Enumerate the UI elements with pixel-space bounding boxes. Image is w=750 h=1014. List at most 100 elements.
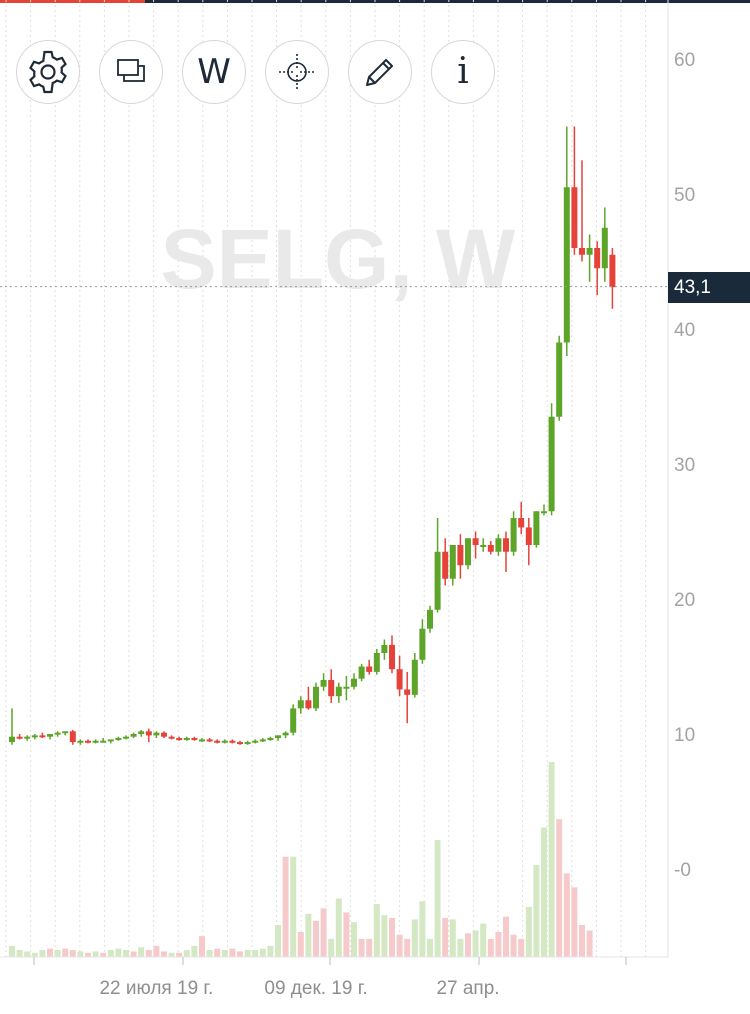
candle-body	[138, 731, 145, 734]
volume-bar	[442, 918, 449, 957]
volume-bar	[305, 913, 312, 957]
candle-body	[244, 742, 251, 745]
volume-bar	[571, 887, 578, 957]
time-axis: 22 июля 19 г. 09 дек. 19 г. 27 апр.	[33, 957, 627, 999]
volume-bar	[130, 951, 137, 957]
layers-icon	[117, 59, 145, 82]
candle-body	[16, 736, 23, 739]
candle-body	[373, 653, 380, 672]
volume-bar	[290, 856, 297, 957]
candle-body	[176, 738, 183, 741]
volume-bar	[556, 819, 563, 957]
volume-bar	[123, 950, 129, 957]
candle-body	[495, 538, 502, 552]
volume-bar	[427, 938, 433, 957]
volume-bar	[495, 931, 502, 957]
y-tick-label: 60	[674, 50, 695, 71]
candle-body	[609, 254, 616, 288]
candle-body	[275, 735, 281, 739]
volume-bar	[69, 950, 76, 957]
volume-bar	[237, 951, 243, 957]
volume-bar	[221, 950, 228, 957]
gear-icon	[29, 50, 67, 94]
x-tick-label: 09 дек. 19 г.	[264, 978, 367, 999]
candle-body	[465, 538, 471, 566]
candle-body	[343, 686, 350, 689]
candle-body	[586, 248, 593, 255]
volume-bar	[214, 948, 221, 957]
volume-bar	[107, 950, 114, 957]
info-button[interactable]: i	[431, 40, 495, 104]
candle-body	[563, 187, 570, 343]
candle-body	[85, 740, 91, 743]
candle-body	[297, 700, 304, 709]
candle-body	[39, 735, 46, 738]
volume-bar	[548, 762, 555, 957]
chart-watermark: SELG, W	[161, 212, 516, 306]
volume-bar	[373, 904, 380, 957]
candle-body	[525, 527, 532, 545]
volume-bar	[320, 908, 327, 957]
candle-body	[594, 248, 601, 269]
candle-body	[579, 248, 585, 255]
volume-bar	[328, 938, 335, 957]
candle-body	[183, 738, 190, 741]
candle-body	[472, 538, 479, 545]
candle-body	[54, 732, 61, 735]
candle-body	[237, 742, 243, 745]
crosshair-button[interactable]	[265, 40, 329, 104]
candle-body	[427, 609, 433, 629]
candle-body	[214, 740, 221, 743]
candle-body	[510, 518, 517, 552]
volume-bar	[77, 951, 84, 957]
volume-bar	[579, 924, 585, 957]
volume-bar	[229, 948, 236, 957]
volume-bar	[480, 923, 487, 957]
volume-bar	[176, 952, 183, 957]
candle-body	[229, 740, 236, 743]
candle-body	[457, 545, 464, 566]
volume-bar	[396, 934, 403, 957]
volume-bar	[145, 950, 152, 957]
volume-bar	[282, 856, 289, 957]
draw-button[interactable]	[348, 40, 412, 104]
settings-button[interactable]	[16, 40, 80, 104]
top-progress-accent	[0, 0, 145, 3]
volume-bar	[115, 948, 122, 957]
volume-bar	[434, 840, 441, 957]
volume-bar	[267, 945, 274, 957]
y-tick-label: 20	[674, 590, 695, 611]
volume-bar	[465, 933, 471, 957]
candle-body	[282, 732, 289, 736]
candle-body	[92, 740, 99, 743]
candle-body	[434, 551, 441, 610]
volume-bar	[533, 865, 540, 957]
volume-bar	[313, 920, 319, 957]
interval-button[interactable]: W	[182, 40, 246, 104]
volume-bars	[9, 762, 593, 957]
candle-body	[31, 735, 38, 738]
layers-button[interactable]	[99, 40, 163, 104]
candle-body	[9, 736, 15, 743]
candle-body	[199, 739, 205, 742]
volume-bar	[449, 919, 456, 957]
info-label: i	[457, 51, 469, 92]
volume-bar	[191, 945, 198, 957]
volume-bar	[472, 930, 479, 957]
candle-body	[541, 511, 547, 514]
volume-bar	[31, 952, 38, 957]
y-tick-label: 50	[674, 185, 695, 206]
candle-body	[335, 686, 342, 697]
price-candles	[9, 126, 616, 745]
candle-body	[24, 736, 31, 739]
candle-body	[267, 738, 274, 741]
volume-bar	[92, 951, 99, 957]
x-tick-label: 22 июля 19 г.	[99, 978, 213, 999]
volume-bar	[259, 948, 266, 957]
candle-body	[487, 545, 494, 552]
candle-body	[396, 669, 403, 690]
candle-body	[168, 736, 175, 739]
volume-bar	[358, 938, 365, 957]
volume-bar	[366, 938, 373, 957]
